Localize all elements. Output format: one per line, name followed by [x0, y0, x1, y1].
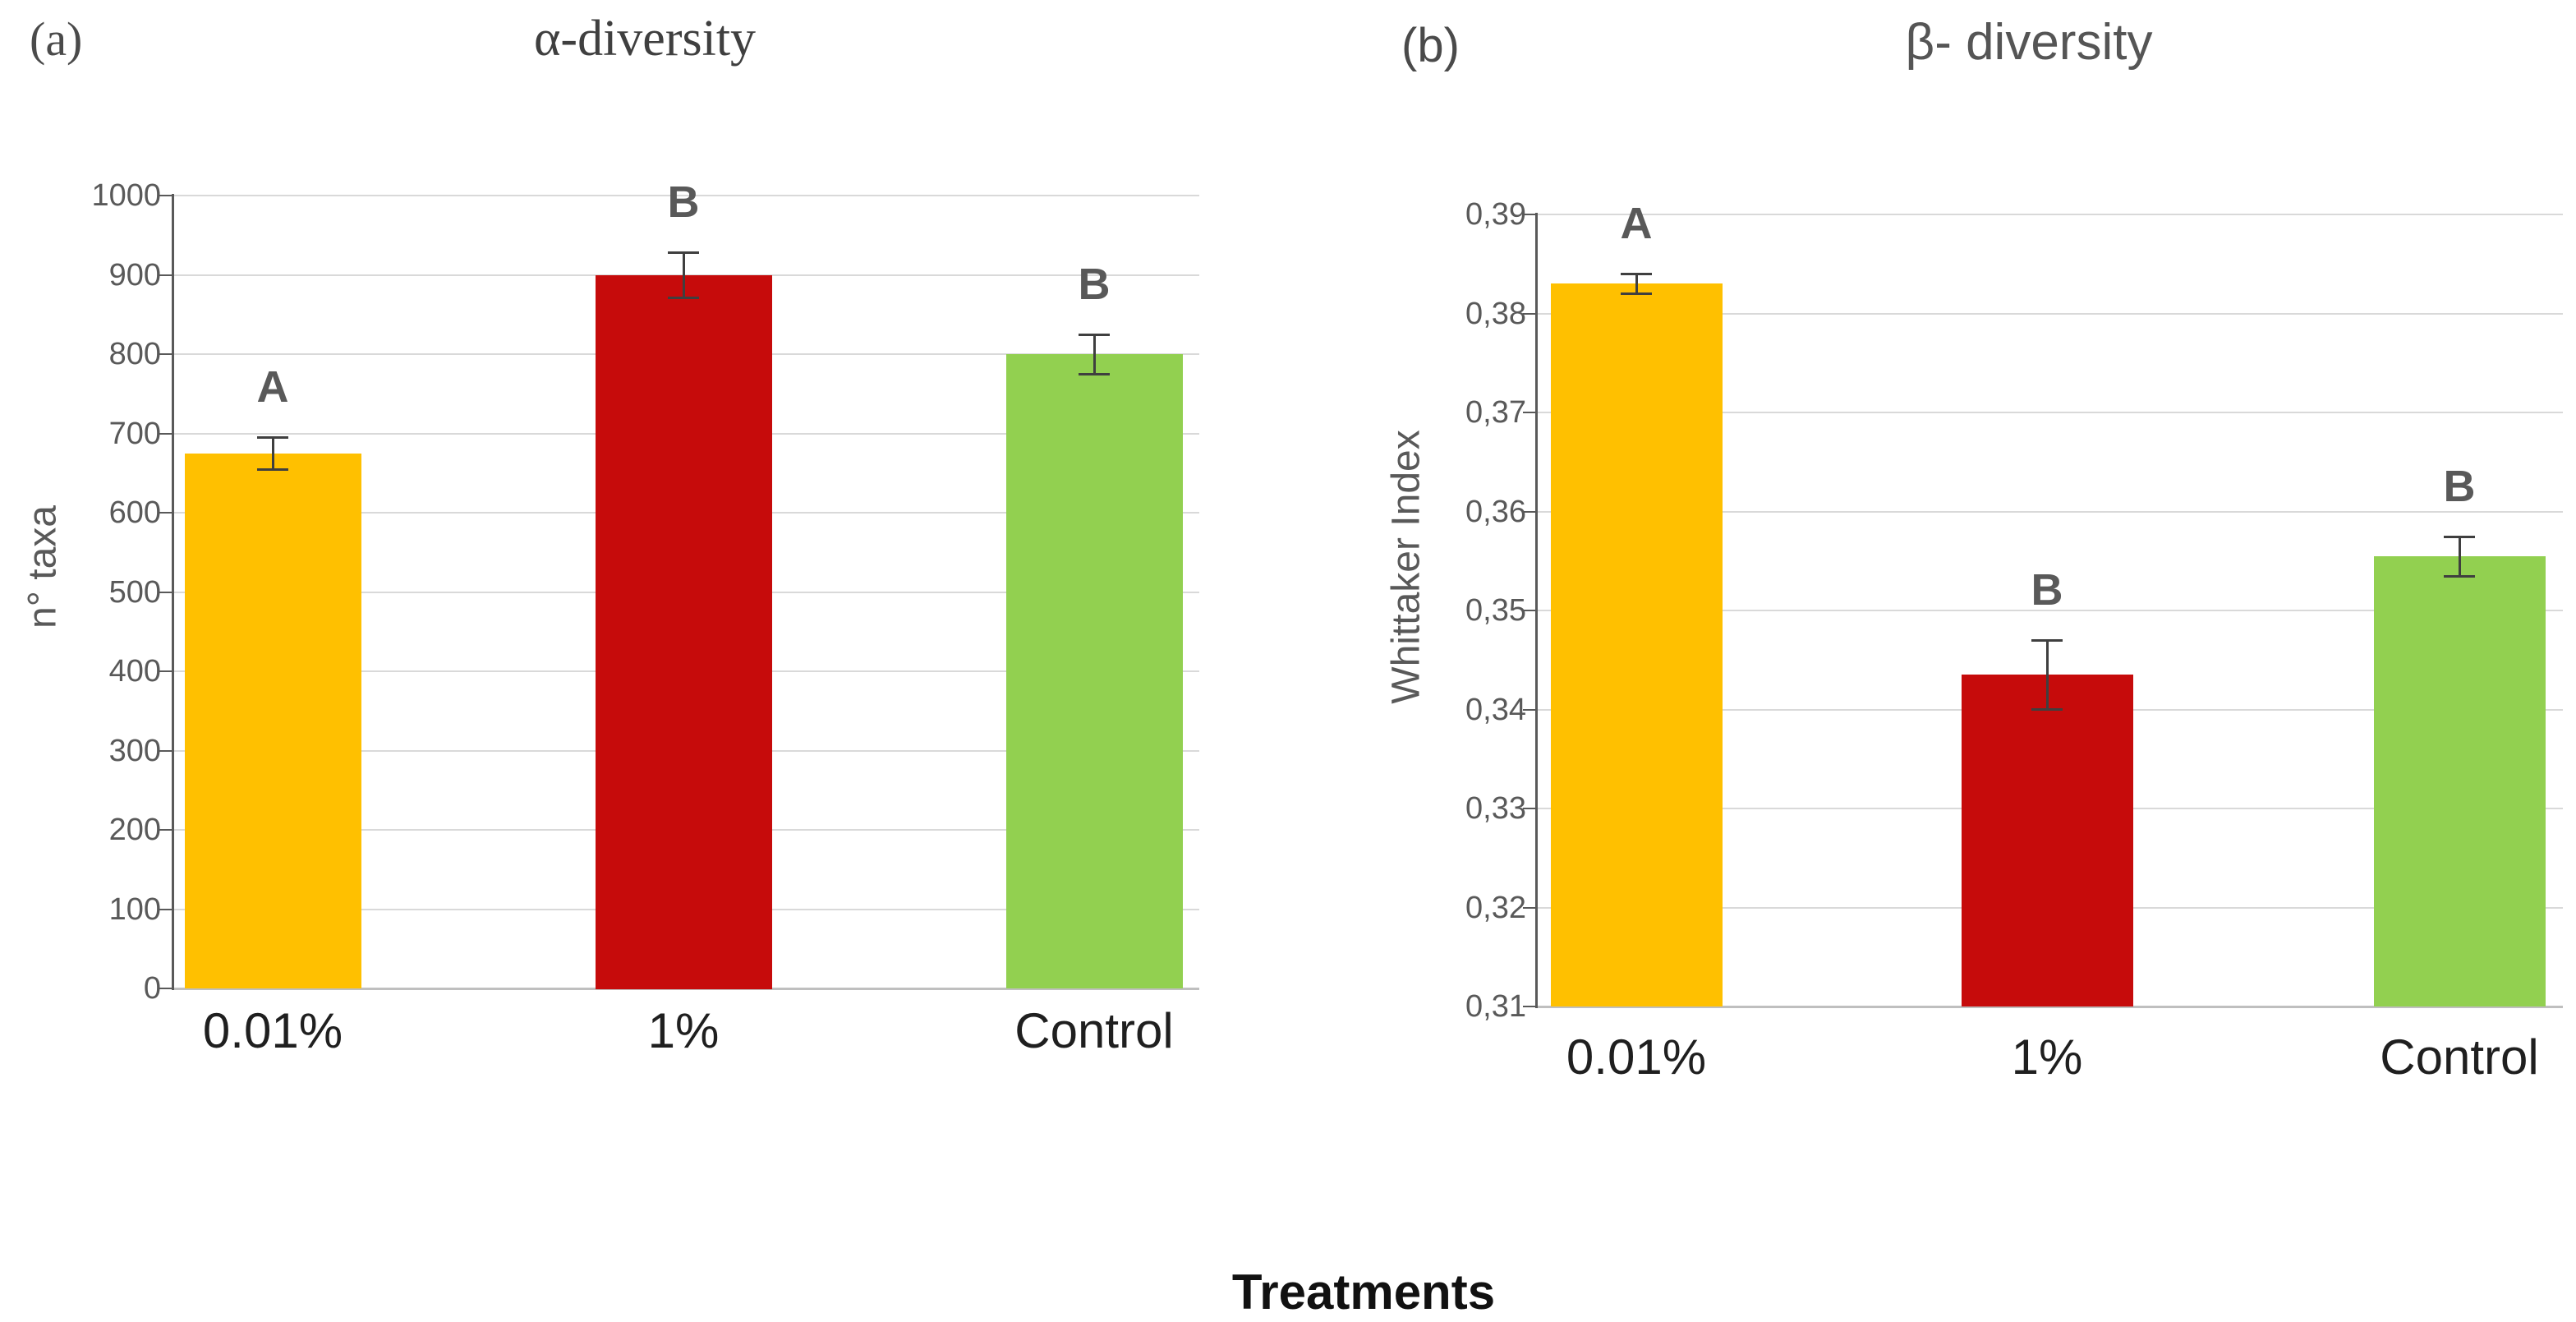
x-category-label: 1% [647, 1003, 720, 1058]
bar-0.01% [185, 454, 361, 988]
y-axis-tick [159, 195, 172, 196]
y-tick-label: 600 [108, 495, 161, 530]
error-bar-cap-bottom [1621, 292, 1652, 295]
gridline [172, 195, 1199, 196]
bar-1% [1962, 675, 2133, 1006]
y-tick-label: 0,33 [1465, 791, 1526, 826]
y-axis-tick [159, 750, 172, 752]
y-axis-tick [159, 829, 172, 831]
significance-letter: B [2031, 565, 2063, 615]
error-bar-cap-top [1621, 273, 1652, 275]
x-axis-baseline [1536, 1006, 2563, 1008]
y-tick-label: 0,37 [1465, 395, 1526, 430]
y-axis-tick [159, 592, 172, 593]
y-axis-tick [1523, 907, 1536, 909]
y-tick-label: 0,32 [1465, 891, 1526, 925]
y-axis-tick [159, 274, 172, 276]
y-tick-label: 400 [108, 654, 161, 689]
y-tick-label: 1000 [91, 178, 161, 213]
y-tick-label: 0,36 [1465, 495, 1526, 529]
y-axis-tick [1523, 412, 1536, 413]
y-axis-tick [1523, 511, 1536, 513]
error-bar-cap-top [2031, 639, 2063, 642]
alpha-chart-title: α-diversity [533, 11, 757, 67]
gridline [1536, 412, 2563, 413]
error-bar-line [2046, 640, 2049, 709]
error-bar-cap-top [668, 251, 699, 254]
y-axis-tick [159, 988, 172, 989]
significance-letter: A [256, 362, 289, 412]
error-bar-cap-bottom [1079, 373, 1110, 375]
y-axis-tick [159, 670, 172, 672]
panel-a-label: (a) [30, 12, 83, 66]
significance-letter: A [1620, 199, 1653, 248]
y-axis-tick [159, 909, 172, 910]
bar-Control [2374, 556, 2546, 1006]
y-tick-label: 700 [108, 417, 161, 451]
bar-Control [1006, 354, 1183, 988]
error-bar-line [272, 437, 274, 469]
y-tick-label: 0,31 [1465, 989, 1526, 1024]
y-tick-label: 800 [108, 337, 161, 371]
error-bar-cap-top [1079, 334, 1110, 336]
x-category-label: Control [1014, 1003, 1174, 1058]
y-tick-label: 300 [108, 734, 161, 768]
error-bar-cap-bottom [257, 468, 288, 471]
y-tick-label: 100 [108, 892, 161, 927]
error-bar-line [1635, 274, 1638, 293]
significance-letter: B [2443, 462, 2476, 511]
y-tick-label: 0,35 [1465, 593, 1526, 628]
gridline [1536, 511, 2563, 513]
error-bar-cap-bottom [2031, 708, 2063, 711]
y-tick-label: 0,34 [1465, 693, 1526, 727]
y-tick-label: 0,39 [1465, 197, 1526, 232]
y-axis-tick [1523, 313, 1536, 315]
y-axis-tick [1523, 610, 1536, 611]
beta-y-axis-title: Whittaker Index [1384, 430, 1428, 704]
error-bar-cap-bottom [2444, 575, 2475, 578]
error-bar-cap-top [2444, 536, 2475, 538]
error-bar-line [683, 252, 685, 297]
x-category-label: 0.01% [202, 1003, 343, 1058]
y-tick-label: 500 [108, 575, 161, 610]
y-tick-label: 200 [108, 813, 161, 847]
y-tick-label: 0,38 [1465, 297, 1526, 331]
error-bar-cap-top [257, 436, 288, 439]
y-axis-tick [159, 433, 172, 435]
x-category-label: 0.01% [1566, 1030, 1707, 1085]
error-bar-cap-bottom [668, 297, 699, 299]
treatments-axis-label: Treatments [1231, 1264, 1496, 1320]
y-tick-label: 0 [143, 971, 161, 1006]
y-axis-tick [1523, 1006, 1536, 1007]
y-axis-tick [159, 353, 172, 355]
gridline [1536, 610, 2563, 611]
gridline [1536, 214, 2563, 215]
beta-chart-title: β- diversity [1905, 14, 2153, 71]
y-axis-line [1535, 213, 1538, 1008]
y-axis-tick [1523, 808, 1536, 809]
error-bar-line [2459, 537, 2461, 576]
y-axis-tick [159, 512, 172, 514]
y-tick-label: 900 [108, 258, 161, 292]
y-axis-tick [1523, 709, 1536, 711]
panel-b-label: (b) [1401, 19, 1460, 72]
x-category-label: 1% [2011, 1030, 2083, 1085]
y-axis-line [172, 194, 174, 990]
x-category-label: Control [2380, 1030, 2539, 1085]
significance-letter: B [1078, 260, 1111, 309]
gridline [1536, 313, 2563, 315]
error-bar-line [1093, 334, 1096, 374]
y-axis-tick [1523, 214, 1536, 215]
bar-0.01% [1551, 283, 1723, 1006]
bar-1% [596, 275, 772, 989]
significance-letter: B [667, 177, 700, 227]
